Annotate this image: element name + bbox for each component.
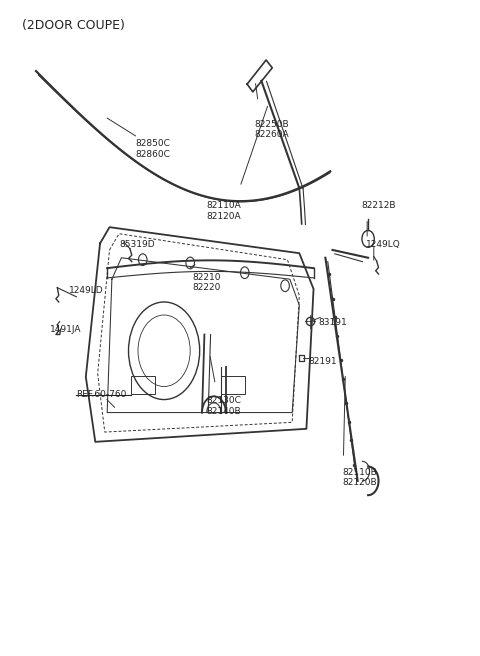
Text: 82110A
82120A: 82110A 82120A <box>207 201 241 220</box>
Text: 82110B
82120B: 82110B 82120B <box>342 468 377 487</box>
Text: 1491JA: 1491JA <box>50 325 82 334</box>
Text: 85319D: 85319D <box>119 240 155 249</box>
Bar <box>221 376 245 394</box>
Text: 82212B: 82212B <box>361 201 396 210</box>
Text: 82850C
82860C: 82850C 82860C <box>136 139 170 159</box>
Text: 82191: 82191 <box>309 358 337 366</box>
Text: 1249LD: 1249LD <box>69 286 104 295</box>
Text: REF.60-760: REF.60-760 <box>76 390 127 399</box>
Text: 1249LQ: 1249LQ <box>366 240 400 249</box>
Text: (2DOOR COUPE): (2DOOR COUPE) <box>22 19 125 32</box>
Text: 82210
82220: 82210 82220 <box>192 273 221 292</box>
Text: 82250B
82260A: 82250B 82260A <box>254 120 289 139</box>
Text: 83191: 83191 <box>318 318 347 327</box>
Text: 82130C
82140B: 82130C 82140B <box>207 396 241 416</box>
Bar <box>131 376 155 394</box>
